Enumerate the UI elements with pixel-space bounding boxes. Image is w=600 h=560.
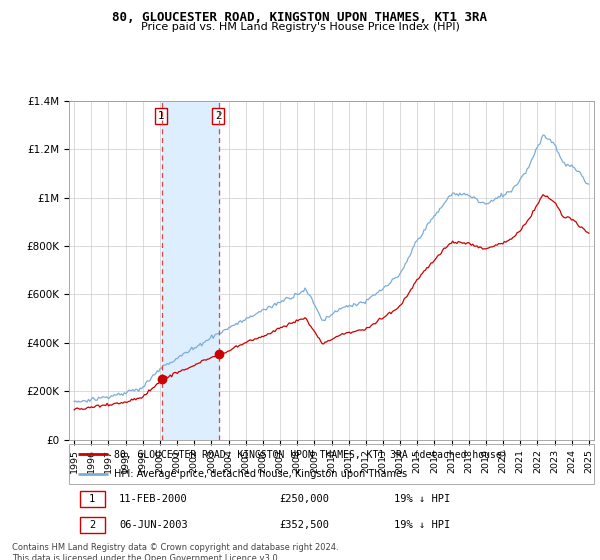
FancyBboxPatch shape xyxy=(79,491,105,507)
Text: 80, GLOUCESTER ROAD, KINGSTON UPON THAMES, KT1 3RA: 80, GLOUCESTER ROAD, KINGSTON UPON THAME… xyxy=(113,11,487,24)
FancyBboxPatch shape xyxy=(79,516,105,533)
Text: HPI: Average price, detached house, Kingston upon Thames: HPI: Average price, detached house, King… xyxy=(113,469,407,479)
Text: Price paid vs. HM Land Registry's House Price Index (HPI): Price paid vs. HM Land Registry's House … xyxy=(140,22,460,32)
Text: £250,000: £250,000 xyxy=(279,494,329,505)
Bar xyxy=(162,101,219,440)
Text: 11-FEB-2000: 11-FEB-2000 xyxy=(119,494,188,505)
Text: 19% ↓ HPI: 19% ↓ HPI xyxy=(395,494,451,505)
Text: 06-JUN-2003: 06-JUN-2003 xyxy=(119,520,188,530)
Text: 1: 1 xyxy=(158,111,164,121)
Text: 19% ↓ HPI: 19% ↓ HPI xyxy=(395,520,451,530)
Text: 1: 1 xyxy=(89,494,95,505)
Text: 2: 2 xyxy=(89,520,95,530)
Text: £352,500: £352,500 xyxy=(279,520,329,530)
Text: Contains HM Land Registry data © Crown copyright and database right 2024.
This d: Contains HM Land Registry data © Crown c… xyxy=(12,543,338,560)
Text: 2: 2 xyxy=(215,111,221,121)
Text: 80, GLOUCESTER ROAD, KINGSTON UPON THAMES, KT1 3RA (detached house): 80, GLOUCESTER ROAD, KINGSTON UPON THAME… xyxy=(113,449,507,459)
